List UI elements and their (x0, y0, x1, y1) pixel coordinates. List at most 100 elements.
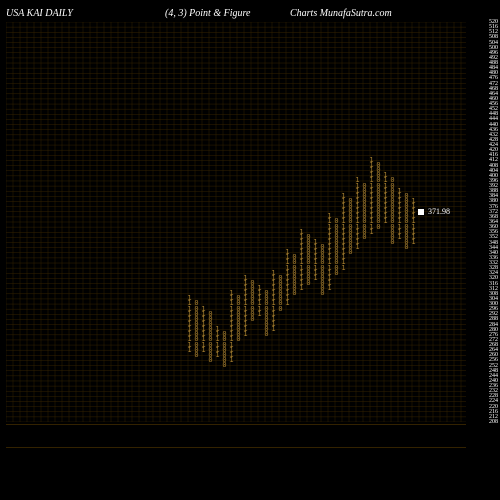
x-mark: 1 (186, 343, 193, 348)
o-mark: 0 (333, 266, 340, 271)
o-mark: 0 (305, 255, 312, 260)
o-mark: 0 (361, 225, 368, 230)
x-mark: 1 (368, 219, 375, 224)
x-mark: 1 (284, 301, 291, 306)
x-mark: 1 (382, 219, 389, 224)
x-mark: 1 (200, 337, 207, 342)
o-mark: 0 (375, 219, 382, 224)
pnf-columns: 1111111111100000000000111111111000000000… (6, 22, 466, 422)
x-mark: 1 (312, 255, 319, 260)
x-mark: 1 (312, 260, 319, 265)
x-mark: 1 (368, 178, 375, 183)
x-mark: 1 (228, 343, 235, 348)
o-mark: 0 (305, 266, 312, 271)
x-mark: 1 (396, 219, 403, 224)
o-mark: 0 (249, 301, 256, 306)
x-mark: 1 (256, 296, 263, 301)
x-mark: 1 (354, 219, 361, 224)
x-mark: 1 (200, 332, 207, 337)
x-mark: 1 (396, 214, 403, 219)
o-mark: 0 (207, 332, 214, 337)
o-mark: 0 (333, 260, 340, 265)
x-mark: 1 (284, 255, 291, 260)
x-mark: 1 (312, 266, 319, 271)
x-mark: 1 (340, 255, 347, 260)
x-mark: 1 (298, 255, 305, 260)
o-mark: 0 (403, 219, 410, 224)
x-mark: 1 (396, 225, 403, 230)
x-mark: 1 (270, 271, 277, 276)
x-mark: 1 (298, 230, 305, 235)
o-mark: 0 (235, 332, 242, 337)
o-mark: 0 (249, 307, 256, 312)
x-mark: 1 (214, 337, 221, 342)
o-mark: 0 (361, 214, 368, 219)
x-mark: 1 (340, 214, 347, 219)
o-mark: 0 (221, 337, 228, 342)
o-mark: 0 (263, 332, 270, 337)
x-mark: 1 (312, 240, 319, 245)
x-mark: 1 (256, 286, 263, 291)
o-mark: 0 (305, 260, 312, 265)
o-mark: 0 (333, 225, 340, 230)
o-mark: 0 (263, 296, 270, 301)
chart-header: USA KAI DAILY (4, 3) Point & Figure Char… (0, 4, 500, 22)
x-mark: 1 (326, 219, 333, 224)
o-mark: 0 (193, 343, 200, 348)
o-mark: 0 (403, 214, 410, 219)
x-mark: 1 (228, 332, 235, 337)
x-mark: 1 (326, 260, 333, 265)
o-mark: 0 (221, 343, 228, 348)
x-mark: 1 (242, 301, 249, 306)
x-mark: 1 (228, 337, 235, 342)
x-mark: 1 (368, 214, 375, 219)
x-mark: 1 (368, 173, 375, 178)
o-mark: 0 (375, 225, 382, 230)
o-mark: 0 (207, 337, 214, 342)
x-mark: 1 (298, 260, 305, 265)
x-mark: 1 (410, 199, 417, 204)
x-mark: 1 (186, 296, 193, 301)
o-mark: 0 (347, 199, 354, 204)
x-mark: 1 (256, 307, 263, 312)
price-marker-label: 371.98 (428, 207, 450, 216)
o-mark: 0 (263, 291, 270, 296)
x-mark: 1 (214, 327, 221, 332)
x-mark: 1 (354, 184, 361, 189)
x-mark: 1 (242, 332, 249, 337)
o-mark: 0 (347, 214, 354, 219)
x-mark: 1 (186, 337, 193, 342)
o-mark: 0 (277, 296, 284, 301)
o-mark: 0 (235, 296, 242, 301)
o-mark: 0 (347, 225, 354, 230)
ticker-title: USA KAI DAILY (6, 8, 73, 19)
x-mark: 1 (242, 296, 249, 301)
o-mark: 0 (333, 255, 340, 260)
x-mark: 1 (214, 332, 221, 337)
x-mark: 1 (270, 307, 277, 312)
o-mark: 0 (207, 312, 214, 317)
o-mark: 0 (361, 184, 368, 189)
o-mark: 0 (291, 260, 298, 265)
x-mark: 1 (340, 194, 347, 199)
x-mark: 1 (382, 214, 389, 219)
o-mark: 0 (347, 219, 354, 224)
x-mark: 1 (228, 307, 235, 312)
x-mark: 1 (242, 307, 249, 312)
x-mark: 1 (242, 276, 249, 281)
x-mark: 1 (256, 301, 263, 306)
o-mark: 0 (333, 219, 340, 224)
chart-area: 1111111111100000000000111111111000000000… (6, 22, 466, 422)
x-mark: 1 (270, 301, 277, 306)
x-mark: 1 (186, 332, 193, 337)
x-mark: 1 (284, 260, 291, 265)
x-mark: 1 (354, 225, 361, 230)
x-mark: 1 (228, 291, 235, 296)
x-mark: 1 (228, 301, 235, 306)
o-mark: 0 (361, 219, 368, 224)
x-mark: 1 (270, 296, 277, 301)
x-mark: 1 (326, 266, 333, 271)
o-mark: 0 (193, 332, 200, 337)
o-mark: 0 (193, 301, 200, 306)
o-mark: 0 (193, 337, 200, 342)
